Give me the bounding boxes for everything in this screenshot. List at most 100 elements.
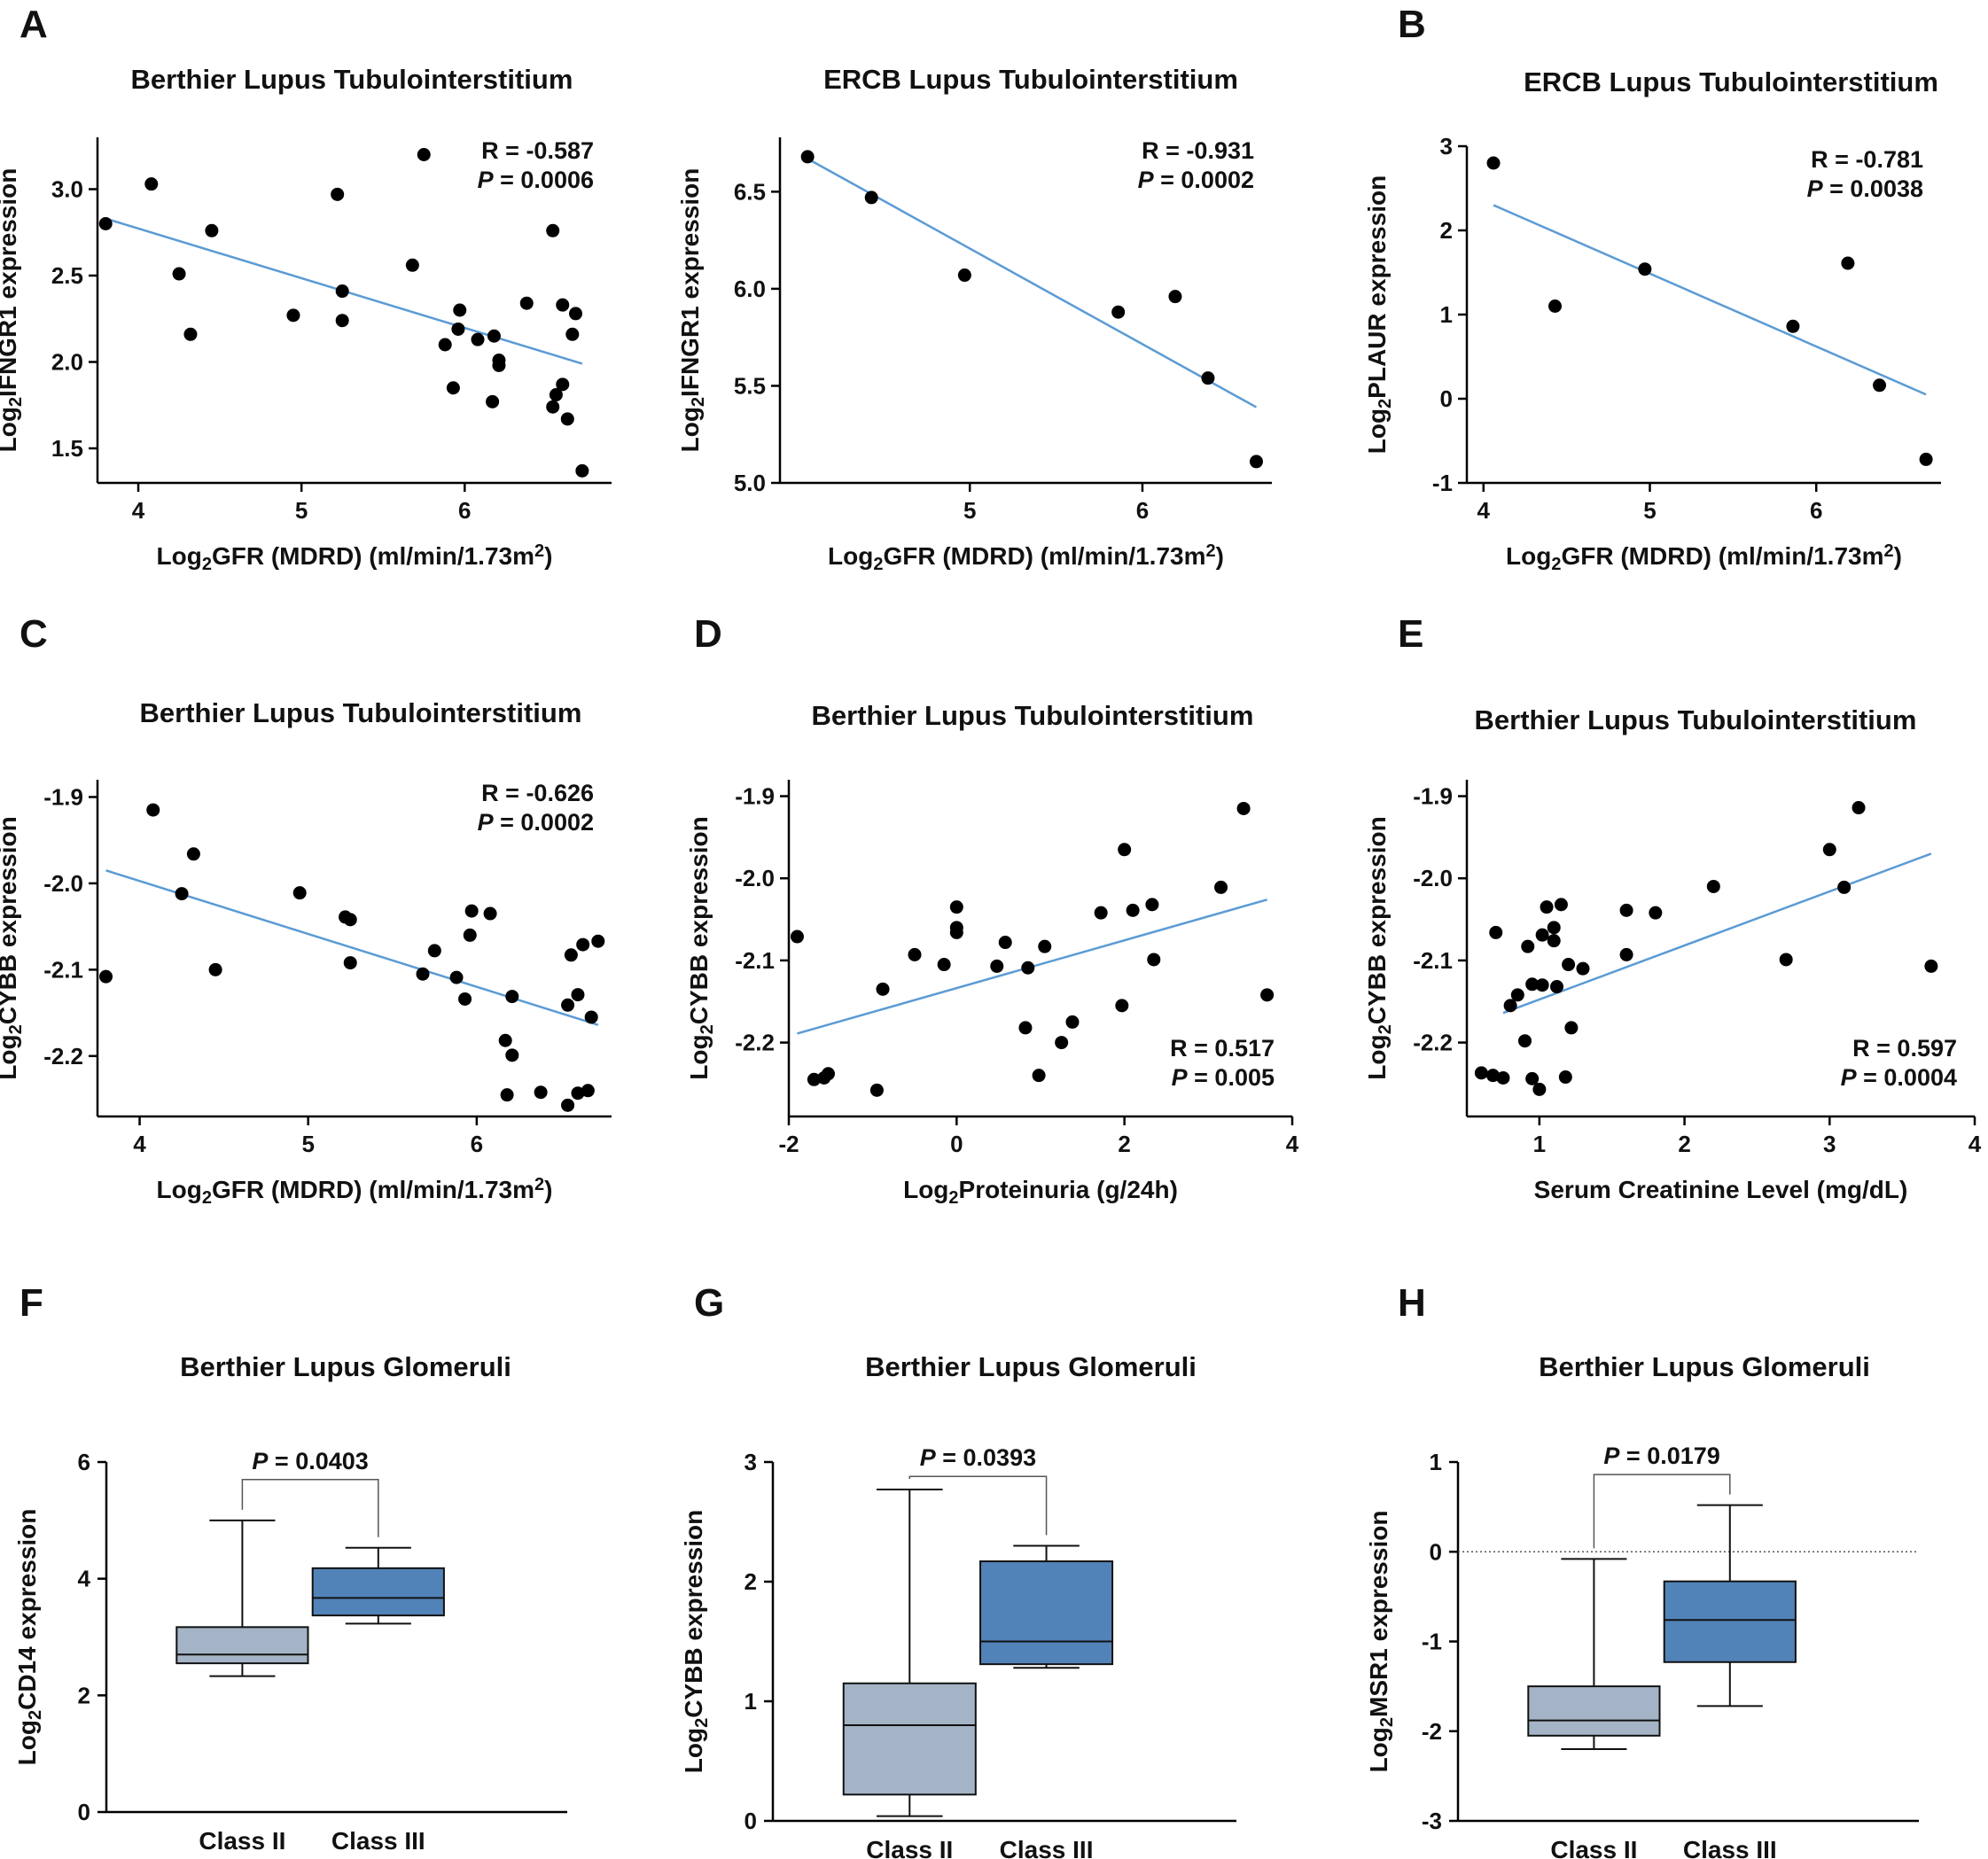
y-tick-label: -2.0 xyxy=(43,870,83,897)
panel-label: H xyxy=(1398,1281,1426,1325)
panel-label: G xyxy=(694,1281,724,1325)
stat-p-label: P xyxy=(1841,1064,1858,1091)
y-tick-label: 6.0 xyxy=(734,276,766,302)
xlabel-suffix: ) xyxy=(544,1176,552,1203)
y-axis-label: Log2MSR1 expression xyxy=(1365,1511,1397,1773)
data-point xyxy=(1021,961,1035,975)
data-point xyxy=(1489,925,1503,939)
data-point xyxy=(438,338,452,352)
data-point xyxy=(1145,898,1159,912)
data-point xyxy=(556,298,570,312)
data-point xyxy=(1924,959,1938,973)
y-tick-label: -2.2 xyxy=(43,1043,83,1070)
x-tick-label: 2 xyxy=(1678,1131,1690,1157)
stat-p-label: P xyxy=(1807,175,1824,202)
p-value-number: = 0.0403 xyxy=(268,1448,368,1474)
y-tick-label: 2.5 xyxy=(51,262,83,289)
p-value: P = 0.0179 xyxy=(1603,1443,1719,1469)
panel-A1: A Berthier Lupus Tubulointerstitium 4 5 6 1.5… xyxy=(0,3,612,574)
ylabel-prefix: Log xyxy=(0,1034,21,1079)
x-tick-label: 0 xyxy=(950,1131,963,1157)
stat-r: R = 0.597 xyxy=(1852,1035,1957,1062)
y-tick-label: -2.0 xyxy=(735,865,775,891)
ylabel-prefix: Log xyxy=(676,407,704,452)
x-category-label: Class II xyxy=(1550,1836,1637,1859)
y-tick-label: 3 xyxy=(1440,133,1453,159)
p-value-label: P xyxy=(252,1448,269,1474)
title-tissue: Tubulointerstitium xyxy=(999,64,1238,95)
x-category-label: Class III xyxy=(331,1827,425,1855)
significance-bracket xyxy=(1593,1474,1731,1549)
data-point xyxy=(343,956,357,970)
data-point xyxy=(463,928,477,942)
title-dataset: Berthier Lupus xyxy=(140,697,343,728)
xlabel-text: GFR (MDRD) (ml/min/1.73m xyxy=(883,542,1205,570)
data-point xyxy=(1619,903,1633,917)
stat-p-label: P xyxy=(1172,1064,1189,1091)
data-point xyxy=(571,988,585,1002)
p-value-number: = 0.0393 xyxy=(936,1444,1036,1471)
ylabel-subscript: 2 xyxy=(689,397,708,407)
title-dataset: Berthier Lupus xyxy=(1475,704,1678,735)
p-value: P = 0.0403 xyxy=(252,1448,368,1474)
data-point xyxy=(486,394,500,408)
data-point xyxy=(564,948,578,962)
title-tissue: Tubulointerstitium xyxy=(343,697,582,728)
p-value: P = 0.0393 xyxy=(920,1444,1036,1471)
xlabel-subscript: 2 xyxy=(948,1188,958,1208)
data-point xyxy=(1055,1036,1069,1050)
panel-label: D xyxy=(694,612,722,656)
data-point xyxy=(519,296,534,310)
title-dataset: ERCB Lupus xyxy=(823,64,999,95)
data-point xyxy=(869,1083,884,1097)
x-tick-label: 4 xyxy=(133,1131,146,1157)
data-point xyxy=(335,314,349,328)
data-point xyxy=(1510,988,1524,1002)
stat-p: P = 0.005 xyxy=(1172,1064,1275,1091)
data-point xyxy=(1837,880,1852,894)
p-value-label: P xyxy=(920,1444,937,1471)
data-point xyxy=(1576,961,1590,976)
xlabel-subscript: 2 xyxy=(1551,555,1561,574)
y-tick-label: -2.1 xyxy=(735,947,775,974)
data-point xyxy=(1503,999,1517,1013)
title-tissue: Tubulointerstitium xyxy=(1678,704,1917,735)
data-point xyxy=(1558,1070,1572,1085)
data-point xyxy=(957,268,971,283)
xlabel-text: GFR (MDRD) (ml/min/1.73m xyxy=(1561,542,1883,570)
chart-title: ERCB Lupus Tubulointerstitium xyxy=(1524,66,1938,97)
data-point xyxy=(146,803,160,817)
x-tick-label: 4 xyxy=(1477,497,1491,524)
regression-line xyxy=(1502,852,1932,1015)
data-point xyxy=(1214,880,1228,894)
x-tick-label: 5 xyxy=(963,497,976,524)
data-point xyxy=(175,887,189,901)
data-point xyxy=(1147,953,1161,967)
data-point xyxy=(1521,939,1535,953)
panel-label: C xyxy=(19,612,48,656)
ylabel-subscript: 2 xyxy=(6,1024,26,1034)
data-point xyxy=(205,223,219,237)
data-point xyxy=(1496,1070,1510,1085)
data-point xyxy=(1779,953,1793,967)
y-axis-label: Log2PLAUR expression xyxy=(1363,175,1395,455)
ylabel-prefix: Log xyxy=(1363,1034,1391,1079)
data-point xyxy=(500,1088,514,1102)
x-axis-label: Log2Proteinuria (g/24h) xyxy=(903,1176,1178,1208)
y-tick-label: -2.0 xyxy=(1413,865,1453,891)
xlabel-prefix: Log xyxy=(828,542,873,570)
y-tick-label: 6 xyxy=(78,1449,90,1475)
stat-p-value: = 0.0006 xyxy=(494,167,594,193)
data-point xyxy=(568,307,582,321)
xlabel-suffix: ) xyxy=(544,542,552,570)
xlabel-text: Proteinuria (g/24h) xyxy=(959,1176,1178,1203)
x-category-label: Class III xyxy=(1000,1836,1094,1859)
y-tick-label: 6.5 xyxy=(734,178,766,205)
data-point xyxy=(292,886,307,900)
x-tick-label: 6 xyxy=(1136,497,1149,524)
data-point xyxy=(1126,903,1140,917)
data-point xyxy=(458,992,472,1006)
title-dataset: Berthier Lupus xyxy=(812,700,1015,731)
title-dataset: ERCB Lupus xyxy=(1524,66,1699,97)
